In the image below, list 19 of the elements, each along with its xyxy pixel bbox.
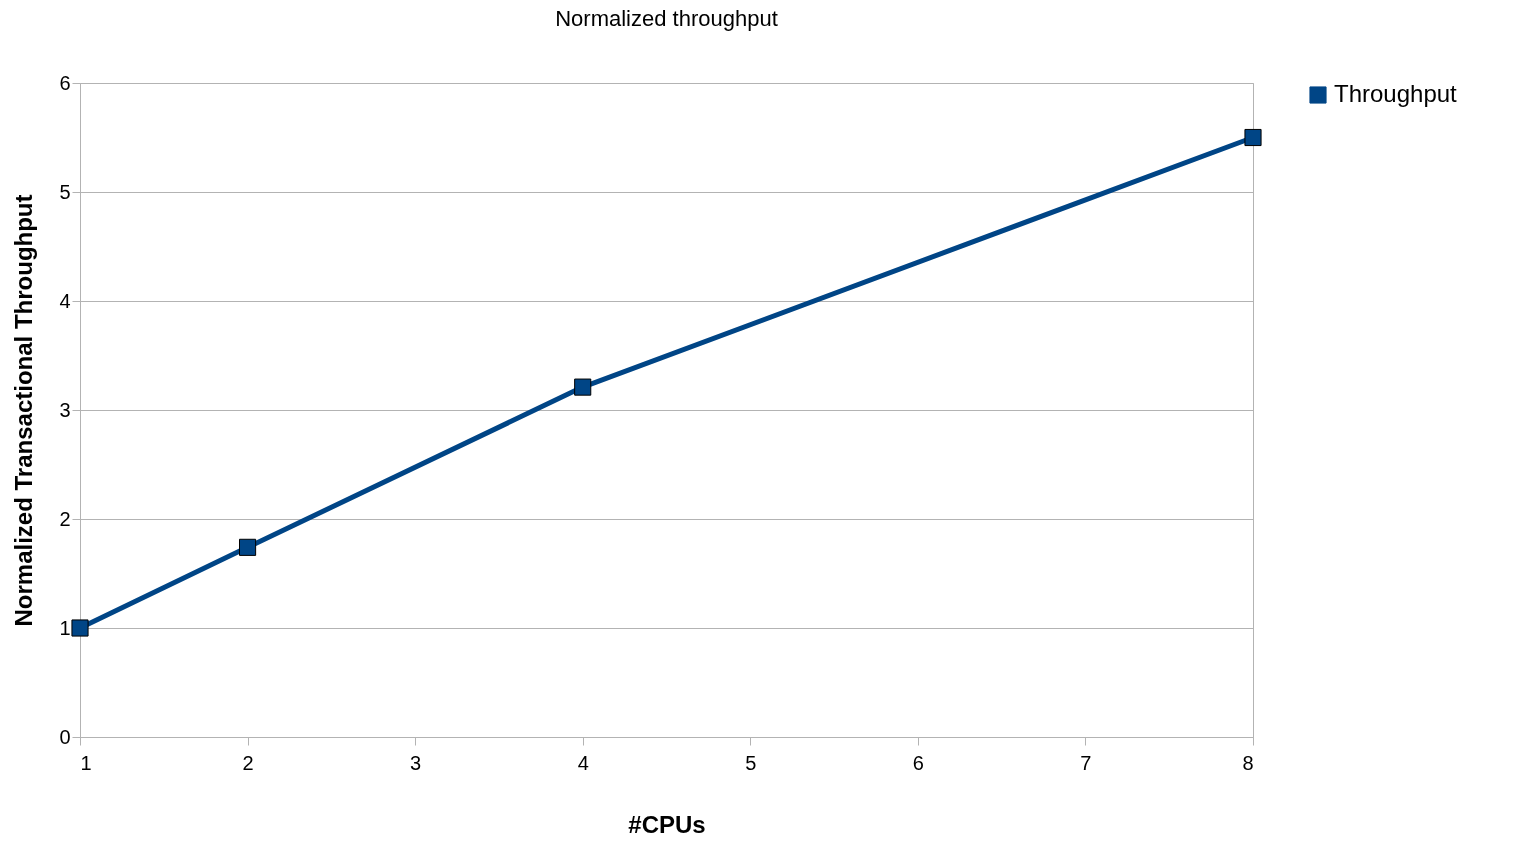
y-tick-label: 1 <box>59 616 71 639</box>
x-tick-label: 5 <box>745 751 757 774</box>
y-tick-label: 2 <box>59 507 71 530</box>
y-tick-label: 6 <box>59 71 71 94</box>
x-tick-label: 4 <box>577 751 589 774</box>
x-tick-label: 8 <box>1242 751 1254 774</box>
y-tick-label: 3 <box>59 398 71 421</box>
x-tick-label: 2 <box>242 751 254 774</box>
y-tick-label: 5 <box>59 180 71 203</box>
chart-title: Normalized throughput <box>555 6 778 31</box>
x-tick-label: 7 <box>1080 751 1092 774</box>
y-tick-label: 4 <box>59 289 71 312</box>
y-axis-title: Normalized Transactional Throughput <box>10 194 38 627</box>
x-tick-label: 3 <box>410 751 422 774</box>
x-tick-label: 6 <box>912 751 924 774</box>
legend-label: Throughput <box>1334 80 1458 107</box>
x-tick-label: 1 <box>80 751 92 774</box>
y-tick-label: 0 <box>59 725 71 748</box>
x-axis-title: #CPUs <box>628 810 706 838</box>
